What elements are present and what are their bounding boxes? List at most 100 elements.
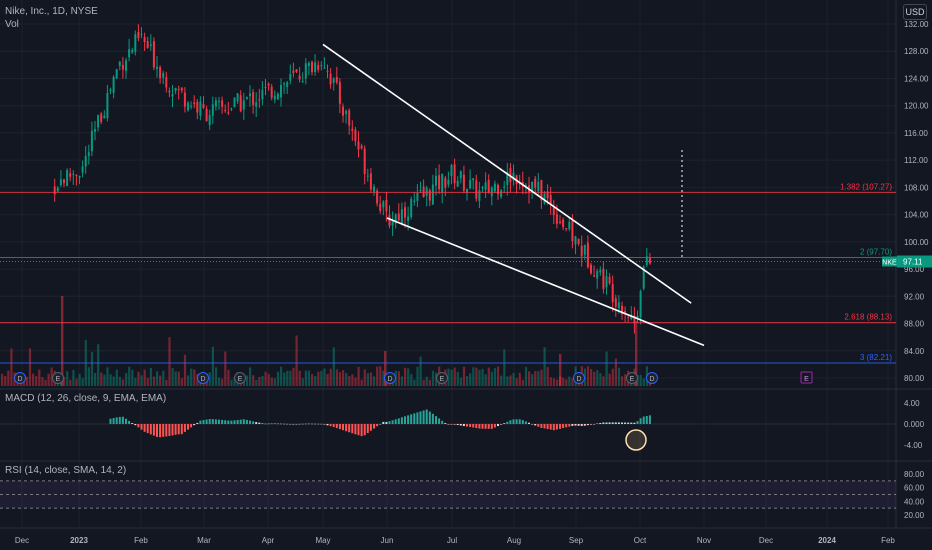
event-marker-label: E bbox=[238, 376, 243, 383]
volume-bar bbox=[373, 376, 376, 386]
macd-histogram-bar bbox=[267, 423, 270, 425]
candle-body bbox=[137, 31, 140, 39]
macd-histogram-bar bbox=[608, 422, 611, 424]
volume-bar bbox=[425, 376, 428, 386]
candle-body bbox=[56, 187, 59, 192]
volume-bar bbox=[345, 372, 348, 386]
volume-bar bbox=[78, 373, 81, 386]
macd-histogram-bar bbox=[562, 424, 565, 429]
volume-bar bbox=[10, 348, 13, 386]
currency-button[interactable]: USD bbox=[903, 4, 927, 20]
volume-bar bbox=[298, 370, 301, 386]
rsi-tick-label: 60.00 bbox=[904, 484, 925, 493]
macd-histogram-bar bbox=[258, 422, 261, 424]
macd-histogram-bar bbox=[518, 419, 521, 424]
volume-bar bbox=[466, 376, 469, 386]
macd-histogram-bar bbox=[534, 424, 537, 426]
macd-legend[interactable]: MACD (12, 26, close, 9, EMA, EMA) bbox=[5, 393, 167, 404]
candle-body bbox=[577, 239, 580, 244]
macd-histogram-bar bbox=[230, 420, 233, 424]
volume-bar bbox=[233, 377, 236, 386]
candle-body bbox=[342, 106, 344, 116]
macd-histogram-bar bbox=[202, 420, 205, 424]
candle-body bbox=[388, 214, 391, 226]
volume-bar bbox=[252, 375, 255, 386]
macd-histogram-bar bbox=[481, 424, 484, 429]
candle-body bbox=[146, 41, 149, 48]
macd-histogram-bar bbox=[156, 424, 158, 437]
fib-label: 2 (97.70) bbox=[860, 248, 892, 257]
volume-bar bbox=[177, 371, 180, 386]
macd-histogram-bar bbox=[357, 424, 360, 436]
candle-body bbox=[363, 148, 366, 174]
candle-body bbox=[112, 76, 115, 94]
macd-histogram-bar bbox=[487, 424, 490, 429]
volume-bar bbox=[379, 366, 382, 386]
volume-bar bbox=[453, 367, 456, 386]
volume-bar bbox=[276, 371, 280, 386]
candle-body bbox=[332, 78, 335, 83]
candle-body bbox=[462, 174, 465, 191]
candle-body bbox=[283, 83, 286, 85]
candle-body bbox=[78, 175, 81, 178]
candle-body bbox=[125, 60, 127, 71]
candle-body bbox=[159, 67, 162, 79]
candle-body bbox=[531, 181, 534, 191]
macd-histogram-bar bbox=[490, 424, 493, 429]
volume-bar bbox=[115, 369, 118, 386]
macd-histogram-bar bbox=[413, 413, 416, 424]
candle-body bbox=[624, 310, 627, 315]
candle-body bbox=[202, 104, 205, 108]
volume-bar bbox=[348, 375, 351, 386]
time-tick-label: Jun bbox=[381, 536, 394, 545]
candle-body bbox=[156, 66, 158, 69]
macd-histogram-bar bbox=[193, 424, 196, 426]
macd-histogram-bar bbox=[466, 424, 468, 427]
macd-histogram-bar bbox=[345, 424, 348, 432]
candle-body bbox=[84, 155, 87, 167]
candle-body bbox=[537, 181, 540, 192]
macd-histogram-bar bbox=[531, 424, 534, 425]
macd-histogram-bar bbox=[528, 422, 530, 424]
fib-label: 3 (82.21) bbox=[860, 353, 892, 362]
volume-bar bbox=[28, 348, 32, 386]
candle-body bbox=[621, 305, 623, 315]
volume-bar bbox=[456, 371, 459, 386]
macd-histogram-bar bbox=[369, 424, 372, 431]
macd-histogram-bar bbox=[633, 422, 636, 424]
volume-legend[interactable]: Vol bbox=[5, 19, 19, 30]
macd-histogram-bar bbox=[317, 423, 320, 425]
macd-histogram-bar bbox=[447, 424, 450, 425]
volume-bar bbox=[261, 375, 264, 386]
earnings-marker-label: E bbox=[804, 376, 809, 383]
event-marker-icon bbox=[436, 372, 448, 384]
event-marker-icon bbox=[384, 372, 396, 384]
candle-body bbox=[394, 214, 397, 224]
macd-histogram-bar bbox=[472, 424, 475, 428]
macd-histogram-bar bbox=[131, 423, 134, 424]
volume-bar bbox=[400, 376, 404, 386]
candle-body bbox=[227, 112, 230, 114]
volume-bar bbox=[478, 369, 481, 386]
price-axis[interactable]: 132.00 128.00 124.00 120.00 116.00 112.00 108.… bbox=[882, 20, 932, 520]
price-tick-label: 116.00 bbox=[904, 129, 928, 138]
volume-bar bbox=[506, 376, 509, 386]
candle-body bbox=[236, 93, 239, 102]
symbol-legend[interactable]: Nike, Inc., 1D, NYSE bbox=[5, 6, 98, 17]
macd-histogram-bar bbox=[199, 420, 202, 424]
price-tick-label: 128.00 bbox=[904, 47, 929, 56]
macd-histogram-bar bbox=[128, 420, 131, 424]
candle-body bbox=[422, 186, 425, 197]
rsi-legend[interactable]: RSI (14, close, SMA, 14, 2) bbox=[5, 465, 127, 476]
candle-body bbox=[118, 61, 121, 66]
candle-body bbox=[134, 34, 137, 52]
volume-bar bbox=[326, 373, 329, 386]
rsi-tick-label: 40.00 bbox=[904, 497, 925, 506]
macd-histogram-bar bbox=[326, 424, 329, 426]
time-axis[interactable]: Dec 2023 Feb Mar Apr May Jun Jul Aug Sep Oct Nov Dec… bbox=[0, 527, 932, 545]
candle-body bbox=[441, 173, 444, 194]
time-tick-label: Dec bbox=[15, 536, 29, 545]
candle-body bbox=[59, 179, 62, 186]
